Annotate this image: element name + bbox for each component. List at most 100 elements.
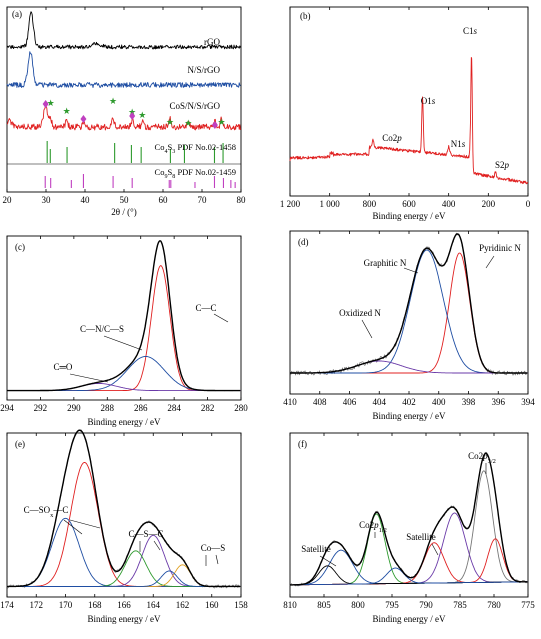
x-axis-title: 2θ / (°) <box>111 207 136 217</box>
series-rgo <box>6 11 241 50</box>
x-tick-label: 398 <box>462 397 476 407</box>
star-marker: ★ <box>63 106 71 116</box>
panel-label: (c) <box>15 242 25 252</box>
peak-label: N1s <box>451 139 466 149</box>
panel-c: (c) 294 292 290 288 286 284 282 280 Binding energ… <box>0 235 248 427</box>
label-part: 9 <box>164 174 167 180</box>
x-tick-label: 70 <box>198 195 208 205</box>
x-tick-label: 160 <box>205 600 219 610</box>
label-part: Co <box>155 142 165 152</box>
star-marker: ★ <box>217 117 225 127</box>
label-part: O1 <box>421 96 432 106</box>
x-tick-label: 800 <box>351 600 365 610</box>
label-part: 8 <box>172 174 175 180</box>
fit-component <box>7 570 241 587</box>
fit-component <box>7 356 241 392</box>
peak-label: O1s <box>421 96 436 106</box>
label-part: Co <box>155 167 165 177</box>
label-part: p <box>482 451 488 461</box>
leader-line <box>215 554 219 565</box>
x-tick-label: 800 <box>363 199 377 209</box>
x-tick-label: 50 <box>120 195 130 205</box>
x-tick-label: 170 <box>59 600 73 610</box>
raw-spectrum <box>6 240 241 392</box>
panel-label: (d) <box>298 237 309 247</box>
plot-frame <box>289 230 529 395</box>
diamond-marker <box>42 100 49 108</box>
fit-envelope <box>7 429 241 588</box>
x-tick-label: 795 <box>385 600 399 610</box>
label-part: N1 <box>451 139 462 149</box>
fit-envelope <box>290 452 528 586</box>
label-part: Co2 <box>359 520 374 530</box>
star-marker: ★ <box>109 96 117 106</box>
panel-d: (d) 410 408 406 404 402 400 398 396 394 Binding en… <box>283 230 535 421</box>
label-part: PDF No.02-1459 <box>175 167 236 177</box>
reference-label: Co9S8 PDF No.02-1459 <box>155 167 236 180</box>
x-axis-title: Binding energy / eV <box>372 211 446 221</box>
label-part: —C <box>52 505 68 515</box>
series-n-s-rgo <box>6 51 241 88</box>
panel-label: (b) <box>300 11 311 21</box>
fit-envelope <box>290 233 528 374</box>
fit-component <box>290 252 528 374</box>
x-tick-label: 406 <box>343 397 357 407</box>
label-part: Co2 <box>468 451 483 461</box>
peak-label: C1s <box>463 26 478 36</box>
leader-line <box>403 267 419 274</box>
x-tick-label: 30 <box>42 195 52 205</box>
x-tick-label: 166 <box>117 600 131 610</box>
label-part: C—SO <box>24 505 51 515</box>
x-tick-label: 168 <box>88 600 102 610</box>
leader-line <box>69 373 109 383</box>
panel-label: (a) <box>12 9 22 19</box>
x-tick-label: 174 <box>0 600 14 610</box>
label-part: PDF No.02-1458 <box>175 142 236 152</box>
fit-envelope <box>7 240 241 392</box>
x-tick-label: 408 <box>313 397 327 407</box>
leader-line <box>213 313 229 323</box>
x-tick-label: 600 <box>402 199 416 209</box>
label-part: p <box>396 133 402 143</box>
x-tick-label: 288 <box>101 403 115 413</box>
x-axis-title: Binding energy / eV <box>372 411 446 421</box>
x-axis-title: Binding energy / eV <box>372 614 446 624</box>
diamond-marker <box>211 121 218 129</box>
x-tick-label: 292 <box>34 403 48 413</box>
reference-label: Co4S3 PDF No.02-1458 <box>155 142 236 155</box>
peak-label: Co2p <box>382 133 402 143</box>
leader-line <box>319 555 337 567</box>
x-tick-label: 200 <box>482 199 496 209</box>
component-label-cso: C—SOx—C <box>24 505 69 519</box>
label-part: C1 <box>463 26 474 36</box>
leader-line <box>69 519 101 529</box>
x-tick-label: 164 <box>147 600 161 610</box>
x-tick-label: 80 <box>237 195 247 205</box>
x-tick-label: 0 <box>526 199 531 209</box>
x-tick-label: 394 <box>521 397 535 407</box>
label-part: Co2 <box>382 133 397 143</box>
x-tick-label: 282 <box>201 403 215 413</box>
x-tick-label: 172 <box>30 600 44 610</box>
label-part: s <box>462 139 466 149</box>
x-tick-label: 284 <box>167 403 181 413</box>
x-tick-label: 805 <box>317 600 331 610</box>
x-tick-label: 162 <box>176 600 190 610</box>
fit-component <box>7 383 241 392</box>
label-part: s <box>474 26 478 36</box>
label-part: S <box>168 167 173 177</box>
leader-line <box>103 335 143 351</box>
x-tick-label: 1 200 <box>280 199 301 209</box>
x-tick-label: 775 <box>521 600 535 610</box>
diamond-marker <box>80 115 87 123</box>
label-part: S2 <box>495 160 505 170</box>
panel-label: (e) <box>15 439 25 449</box>
x-tick-label: 158 <box>234 600 248 610</box>
x-tick-label: 20 <box>3 195 13 205</box>
label-part: p <box>373 520 379 530</box>
x-tick-label: 790 <box>419 600 433 610</box>
component-label-oxidized: Oxidized N <box>339 308 381 318</box>
label-part: 1/2 <box>379 527 387 534</box>
